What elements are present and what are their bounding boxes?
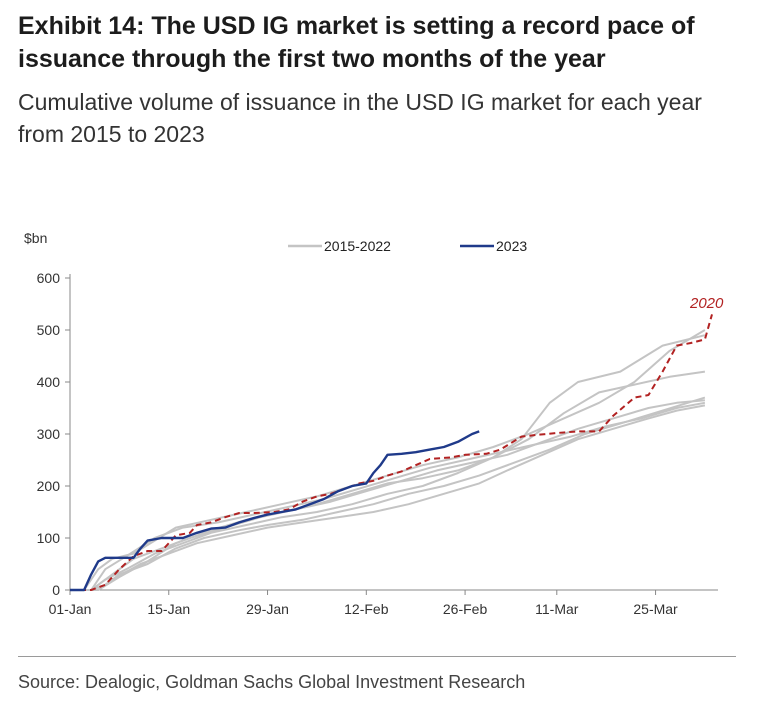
- x-tick-label: 15-Jan: [147, 601, 190, 617]
- series-2015-2022-line: [70, 370, 706, 591]
- line-chart: 0 100 200 300 400 500 600 01-Jan 15-Jan 29-Jan 12-…: [24, 230, 724, 617]
- x-tick-label: 12-Feb: [344, 601, 389, 617]
- chart-series: [70, 314, 713, 592]
- y-tick-label: 0: [52, 582, 60, 598]
- legend-label: 2023: [496, 238, 527, 254]
- x-tick-label: 29-Jan: [246, 601, 289, 617]
- series-2015-2022-line: [70, 401, 706, 591]
- x-tick-label: 11-Mar: [535, 601, 579, 617]
- chart-axes: 0 100 200 300 400 500 600 01-Jan 15-Jan 29-Jan 12-…: [37, 270, 718, 617]
- series-2020-line: [70, 314, 713, 591]
- y-tick-label: 300: [37, 426, 61, 442]
- series-2015-2022-line: [70, 329, 706, 591]
- y-tick-label: 200: [37, 478, 61, 494]
- x-tick-label: 26-Feb: [443, 601, 488, 617]
- x-tick-label: 25-Mar: [633, 601, 678, 617]
- legend-label: 2015-2022: [324, 238, 391, 254]
- source-note: Source: Dealogic, Goldman Sachs Global I…: [18, 672, 526, 692]
- annotation-2020: 2020: [689, 295, 724, 312]
- y-tick-label: 500: [37, 322, 61, 338]
- series-2015-2022-line: [70, 399, 705, 591]
- chart-legend: 2015-2022 2023: [288, 238, 527, 254]
- series-2015-2022-line: [70, 404, 706, 591]
- source-divider: [18, 656, 736, 657]
- y-tick-label: 100: [37, 530, 61, 546]
- y-axis-label: $bn: [24, 230, 47, 246]
- chart-title: Exhibit 14: The USD IG market is setting…: [18, 12, 695, 73]
- chart-subtitle: Cumulative volume of issuance in the USD…: [18, 89, 702, 147]
- x-tick-label: 01-Jan: [49, 601, 92, 617]
- y-tick-label: 400: [37, 374, 61, 390]
- series-2015-2022-line: [70, 334, 706, 591]
- y-tick-label: 600: [37, 270, 61, 286]
- series-2023-line: [70, 430, 480, 592]
